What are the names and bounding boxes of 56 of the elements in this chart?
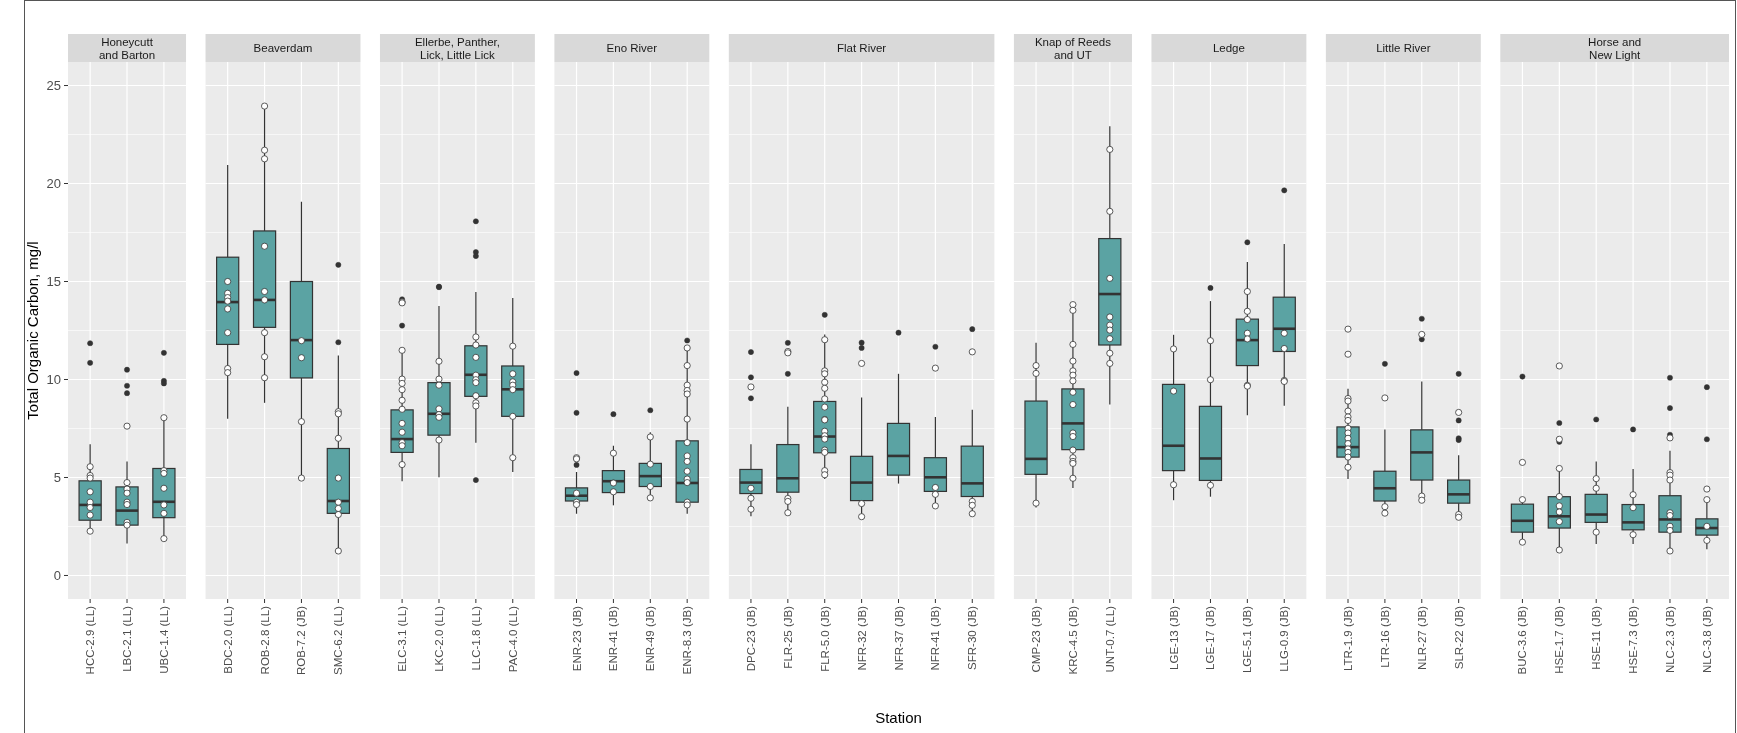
x-tick-label: UNT-0.7 (LL) [1103,605,1116,673]
y-tick-label: 15 [46,274,61,290]
chart-title: Little River [1376,42,1431,54]
x-tick-label: ENR-23 (JB) [570,605,583,672]
y-tick-label: 0 [53,568,61,584]
chart-title: Ellerbe, Panther, Lick, Little Lick [414,35,500,61]
x-tick-label: NFR-41 (JB) [929,605,942,671]
x-tick-label: HSE-11 (JB) [1590,605,1603,670]
x-tick-label: LGE-17 (JB) [1204,605,1217,670]
chart-title: Horse and New Light [1588,35,1642,61]
chart-title: Knap of Reeds and UT [1034,35,1112,61]
x-tick-label: DPC-23 (JB) [744,605,757,672]
chart-title: Flat River [837,42,887,54]
x-tick-label: ROB-2.8 (LL) [258,605,271,675]
x-tick-label: LGE-5.1 (JB) [1241,605,1254,674]
x-tick-label: NFR-37 (JB) [892,605,905,671]
y-tick-label: 5 [53,470,61,486]
x-tick-label: UBC-1.4 (LL) [157,605,170,674]
x-tick-label: HCC-2.9 (LL) [84,605,97,675]
x-tick-label: SFR-30 (JB) [966,605,979,670]
x-tick-label: PAC-4.0 (LL) [506,605,519,673]
x-tick-label: NLC-2.3 (JB) [1664,605,1677,674]
x-tick-label: LLG-0.9 (JB) [1278,605,1291,672]
x-tick-label: FLR-5.0 (JB) [818,605,831,672]
x-axis-title: Station [875,709,922,726]
x-tick-label: ENR-49 (JB) [644,605,657,672]
x-tick-label: KRC-4.5 (JB) [1066,605,1079,675]
x-tick-label: ELC-3.1 (LL) [396,605,409,672]
x-tick-label: LTR-16 (JB) [1378,605,1391,668]
x-tick-label: NFR-32 (JB) [855,605,868,671]
x-tick-label: LLC-1.8 (LL) [469,605,482,671]
x-tick-label: LGE-13 (JB) [1167,605,1180,670]
x-tick-label: BDC-2.0 (LL) [221,605,234,674]
x-tick-label: CMP-23 (JB) [1030,605,1043,673]
chart-title: Eno River [606,42,658,54]
chart-title: Honeycutt and Barton [98,35,156,61]
x-tick-label: NLC-3.8 (JB) [1700,605,1713,674]
y-axis-title: Total Organic Carbon, mg/l [24,241,41,420]
x-tick-label: LKC-2.0 (LL) [433,605,446,672]
x-tick-label: NLR-27 (JB) [1415,605,1428,670]
x-tick-label: SLR-22 (JB) [1452,605,1465,670]
y-tick-label: 25 [46,78,61,94]
x-tick-label: SMC-6.2 (LL) [332,605,345,676]
x-tick-label: ENR-8.3 (JB) [681,605,694,675]
x-tick-label: HSE-7.3 (JB) [1627,605,1640,674]
chart-title: Beaverdam [253,42,313,54]
chart-title: Ledge [1212,42,1245,54]
x-tick-label: LTR-1.9 (JB) [1342,605,1355,671]
y-tick-label: 10 [46,372,61,388]
x-tick-label: FLR-25 (JB) [781,605,794,669]
y-tick-label: 20 [46,176,61,192]
x-tick-label: HSE-1.7 (JB) [1553,605,1566,674]
x-tick-label: ENR-41 (JB) [607,605,620,672]
x-tick-label: ROB-7.2 (JB) [295,605,308,676]
x-tick-label: BUC-3.6 (JB) [1516,605,1529,675]
x-tick-label: LBC-2.1 (LL) [121,605,134,672]
